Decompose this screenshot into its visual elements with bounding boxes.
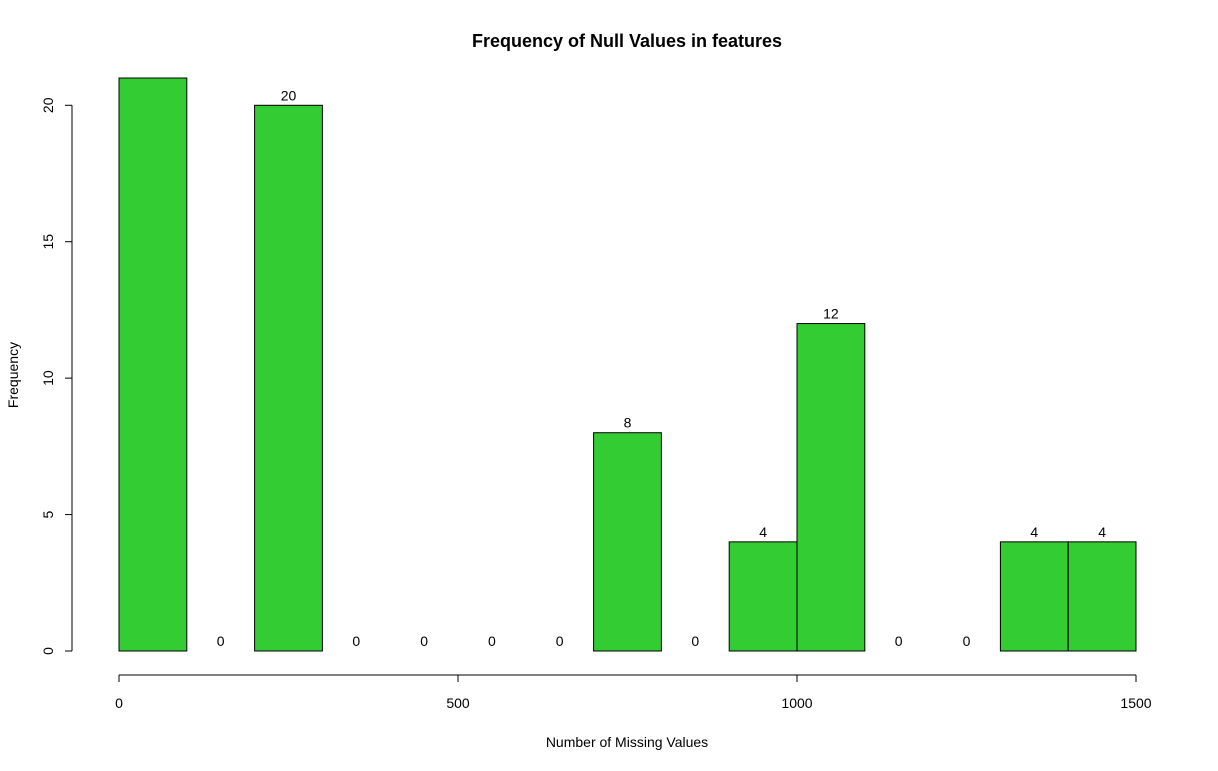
bar-value-label: 4	[759, 524, 767, 540]
x-tick-label: 500	[446, 695, 470, 711]
chart-title: Frequency of Null Values in features	[472, 31, 782, 51]
bar-value-label: 0	[352, 633, 360, 649]
y-tick-label: 5	[40, 510, 56, 518]
x-tick-label: 1000	[781, 695, 812, 711]
bar-value-label: 4	[1030, 524, 1038, 540]
y-tick-label: 20	[40, 97, 56, 113]
bar	[999, 541, 1069, 652]
bar-value-label: 4	[1098, 524, 1106, 540]
y-axis-title: Frequency	[5, 342, 21, 408]
bars-layer	[118, 77, 1137, 652]
y-axis: 0 5 10 15 20	[40, 97, 73, 655]
bar-value-label: 0	[556, 633, 564, 649]
bar-value-label: 0	[963, 633, 971, 649]
bar-value-label: 8	[624, 415, 632, 431]
bar-value-label: 0	[420, 633, 428, 649]
bar-labels-layer: 0 20 0 0 0 0 8 0 4 12 0 0 4 4	[217, 87, 1106, 649]
bar-value-label: 12	[823, 306, 839, 322]
bar	[728, 541, 798, 652]
bar	[1067, 541, 1137, 652]
x-tick-label: 0	[115, 695, 123, 711]
bar	[254, 104, 323, 652]
y-tick-label: 10	[40, 370, 56, 386]
bar	[796, 323, 866, 652]
y-tick-label: 0	[40, 647, 56, 655]
bar-value-label: 0	[895, 633, 903, 649]
x-axis: 0 500 1000 1500	[115, 674, 1152, 711]
bar-value-label: 0	[217, 633, 225, 649]
bar-value-label: 0	[488, 633, 496, 649]
x-axis-title: Number of Missing Values	[546, 734, 708, 750]
bar	[593, 432, 662, 652]
bar	[118, 77, 188, 652]
y-tick-label: 15	[40, 234, 56, 250]
bar-value-label: 0	[691, 633, 699, 649]
x-tick-label: 1500	[1120, 695, 1151, 711]
bar-value-label: 20	[281, 87, 297, 103]
